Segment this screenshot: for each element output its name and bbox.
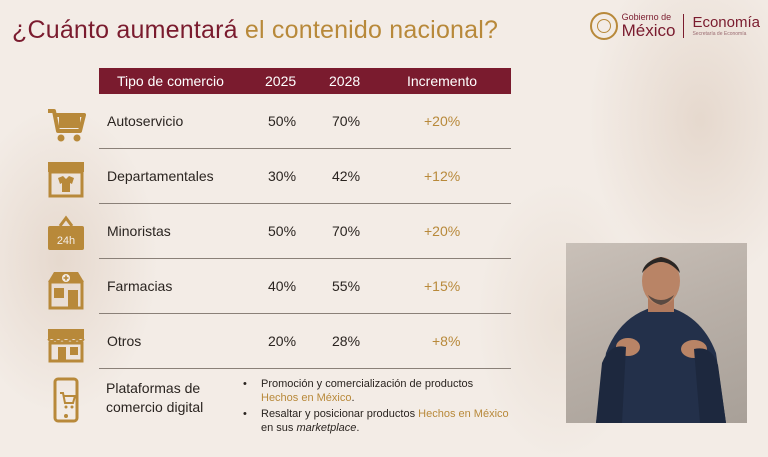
row-2025: 20%: [268, 333, 297, 349]
row-2025: 40%: [268, 278, 297, 294]
logo-mexico-text: México: [621, 21, 676, 40]
header-2025: 2025: [265, 73, 297, 89]
header-tipo: Tipo de comercio: [117, 73, 224, 89]
bullet-item: Resaltar y posicionar productos Hechos e…: [243, 407, 518, 435]
table-row: Autoservicio 50% 70% +20%: [99, 94, 511, 149]
row-2028: 55%: [332, 278, 361, 294]
row-increment: +20%: [424, 113, 461, 129]
platforms-bullets: Promoción y comercialización de producto…: [243, 377, 518, 437]
smartphone-cart-icon: [53, 377, 79, 423]
table-row: Departamentales 30% 42% +12%: [99, 149, 511, 204]
government-logo: Gobierno de México Economía Secretaría d…: [589, 12, 760, 40]
table-header: Tipo de comercio 2025 2028 Incremento: [99, 68, 511, 94]
logo-divider: [683, 14, 685, 38]
interpreter-figure: [596, 257, 726, 423]
row-name: Otros: [107, 333, 142, 349]
row-2025: 50%: [268, 113, 297, 129]
row-increment: +20%: [424, 223, 461, 239]
logo-economia-text: Economía: [692, 14, 760, 31]
table-row: Otros 20% 28% +8%: [99, 314, 511, 369]
header-2028: 2028: [329, 73, 361, 89]
logo-secretaria-text: Secretaría de Economía: [692, 31, 747, 37]
platforms-label: Plataformas de comercio digital: [106, 380, 204, 415]
row-2028: 28%: [332, 333, 361, 349]
row-name: Minoristas: [107, 223, 171, 239]
table-row: Minoristas 50% 70% +20%: [99, 204, 511, 259]
department-store-icon: [48, 162, 84, 198]
interpreter-video: [566, 243, 747, 423]
row-2028: 42%: [332, 168, 361, 184]
svg-text:24h: 24h: [57, 235, 75, 247]
shop-icon: [47, 329, 85, 363]
bullet-item: Promoción y comercialización de producto…: [243, 377, 518, 405]
table-row: Farmacias 40% 55% +15%: [99, 259, 511, 314]
row-2025: 30%: [268, 168, 297, 184]
row-2025: 50%: [268, 223, 297, 239]
24h-store-icon: 24h: [48, 215, 84, 250]
row-name: Departamentales: [107, 168, 214, 184]
row-increment: +8%: [432, 333, 461, 349]
row-increment: +15%: [424, 278, 461, 294]
row-2028: 70%: [332, 223, 361, 239]
header-incremento: Incremento: [407, 73, 478, 89]
shopping-cart-icon: [48, 109, 86, 142]
eagle-seal-icon: [589, 12, 618, 40]
pharmacy-icon: [48, 272, 84, 310]
logo-gobierno-text: Gobierno de: [621, 12, 672, 22]
page-title: ¿Cuánto aumentará el contenido nacional?: [12, 16, 499, 44]
row-name: Farmacias: [107, 278, 173, 294]
title-highlight: el contenido nacional?: [244, 16, 499, 44]
row-increment: +12%: [424, 168, 461, 184]
row-2028: 70%: [332, 113, 361, 129]
row-name: Autoservicio: [107, 113, 184, 129]
